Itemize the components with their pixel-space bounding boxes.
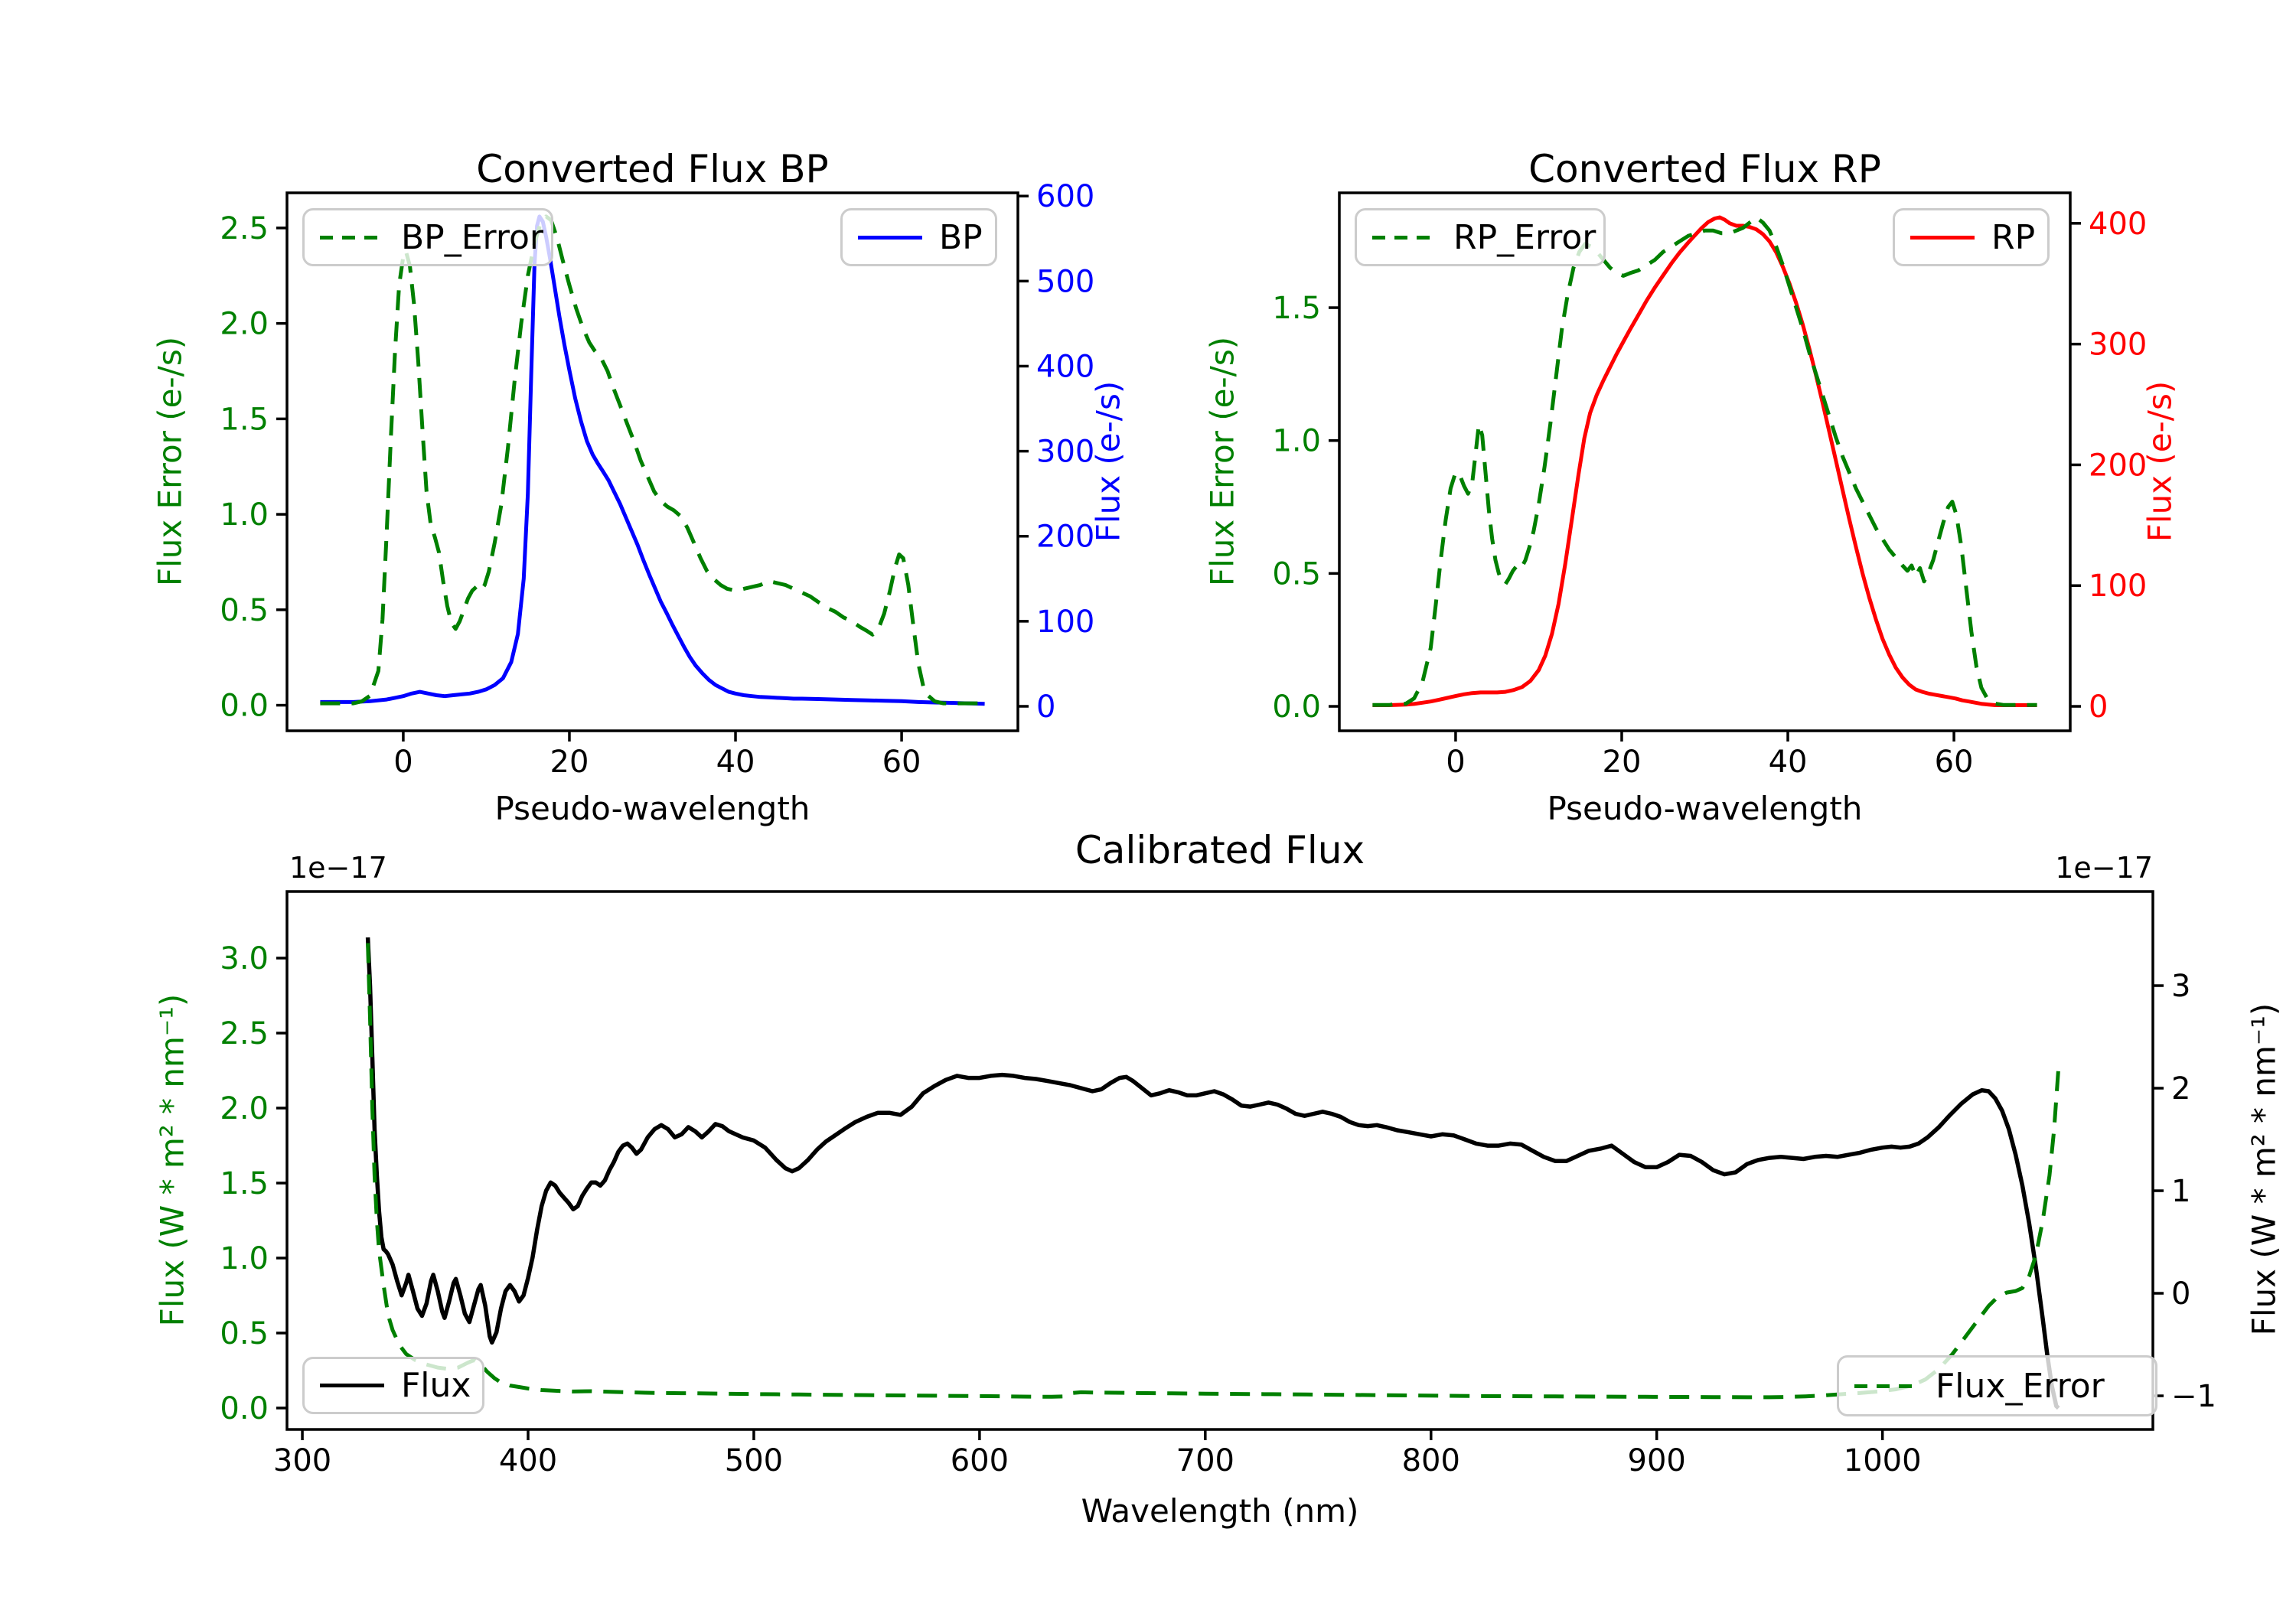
ylabel-rp-flux-error: Flux Error (e-/s) — [1203, 336, 1241, 587]
x-tick-label: 300 — [273, 1443, 331, 1478]
bp-curve — [320, 214, 985, 706]
right-tick-label: 0 — [1036, 689, 1055, 725]
flux-error-legend-line-icon — [1854, 1384, 1919, 1388]
right-tick-label: 3 — [2171, 969, 2190, 1004]
legend-bp-error: BP_Error — [302, 208, 553, 266]
right-tick-label: 600 — [1036, 179, 1094, 214]
x-tick-label: 500 — [725, 1443, 783, 1478]
x-tick-label: 60 — [882, 745, 921, 780]
rp-curve — [1372, 215, 2037, 707]
xlabel-pseudo-wavelength-bp: Pseudo-wavelength — [494, 790, 810, 827]
bp-error-curve — [320, 214, 985, 706]
offset-text-right: 1e−17 — [2055, 851, 2153, 885]
axes-spines — [1338, 191, 2072, 732]
xlabel-wavelength-nm: Wavelength (nm) — [1081, 1492, 1359, 1530]
right-tick-label: 400 — [2089, 207, 2147, 242]
right-tick-label: 200 — [1036, 520, 1094, 555]
x-tick-label: 40 — [1769, 745, 1808, 780]
left-tick-label: 0.5 — [1272, 556, 1321, 592]
x-tick-label: 700 — [1176, 1443, 1234, 1478]
flux-legend-label: Flux — [401, 1366, 471, 1405]
axes-spines — [285, 191, 1019, 732]
bp-legend-label: BP — [939, 217, 983, 257]
bp-error-legend-line-icon — [320, 235, 384, 240]
flux-curve — [365, 937, 2060, 1410]
rp-error-curve — [1372, 215, 2037, 707]
x-tick-label: 900 — [1628, 1443, 1686, 1478]
flux-error-curve — [366, 943, 2061, 1400]
right-tick-label: 2 — [2171, 1071, 2190, 1107]
left-tick-label: 2.0 — [220, 1091, 269, 1126]
chart-converted-flux-bp: 0 20 40 60 0.0 0.5 1.0 1.5 2.0 2.5 0 100 200 300 400 50… — [220, 179, 1094, 780]
x-tick-label: 800 — [1402, 1443, 1460, 1478]
left-tick-label: 2.5 — [220, 211, 269, 246]
rp-legend-line-icon — [1910, 235, 1975, 240]
bp-error-legend-label: BP_Error — [401, 217, 543, 257]
ylabel-calibrated-flux-left: Flux (W * m² * nm⁻¹) — [153, 993, 191, 1327]
left-tick-label: 0.0 — [220, 689, 269, 724]
title-calibrated-flux: Calibrated Flux — [1075, 828, 1365, 872]
rp-legend-label: RP — [1991, 217, 2036, 257]
rp-error-legend-label: RP_Error — [1453, 217, 1596, 257]
left-tick-label: 0.5 — [220, 593, 269, 628]
left-tick-label: 2.5 — [220, 1016, 269, 1051]
xlabel-pseudo-wavelength-rp: Pseudo-wavelength — [1547, 790, 1863, 827]
left-tick-label: 3.0 — [220, 941, 269, 976]
left-tick-label: 1.0 — [1272, 424, 1321, 459]
left-tick-label: 0.0 — [220, 1391, 269, 1426]
right-tick-label: 100 — [2089, 569, 2147, 604]
ylabel-bp-flux-error: Flux Error (e-/s) — [151, 336, 189, 587]
ylabel-rp-flux: Flux (e-/s) — [2141, 380, 2179, 543]
right-tick-label: 400 — [1036, 349, 1094, 384]
flux-legend-line-icon — [320, 1384, 384, 1387]
x-tick-label: 1000 — [1844, 1443, 1922, 1478]
right-tick-label: 100 — [1036, 605, 1094, 640]
x-tick-label: 60 — [1935, 745, 1974, 780]
x-tick-label: 0 — [1446, 745, 1465, 780]
left-tick-label: 1.0 — [220, 1241, 269, 1276]
chart-calibrated-flux: 300 400 500 600 700 800 900 1000 0.0 0.5 1.0 1.5 2.0… — [220, 890, 2216, 1478]
title-converted-flux-rp: Converted Flux RP — [1528, 147, 1881, 191]
bp-legend-line-icon — [858, 235, 922, 240]
right-tick-label: 200 — [2089, 448, 2147, 483]
legend-flux: Flux — [302, 1357, 484, 1414]
x-tick-label: 20 — [1603, 745, 1642, 780]
right-tick-label: 0 — [2171, 1276, 2190, 1312]
legend-bp: BP — [840, 208, 997, 266]
x-tick-label: 600 — [951, 1443, 1009, 1478]
flux-error-legend-label: Flux_Error — [1936, 1366, 2105, 1406]
right-tick-label: 300 — [2089, 328, 2147, 363]
axes-spines — [285, 890, 2154, 1431]
offset-text-left: 1e−17 — [289, 851, 387, 885]
ylabel-calibrated-flux-right: Flux (W * m² * nm⁻¹) — [2245, 1002, 2283, 1336]
legend-rp-error: RP_Error — [1355, 208, 1606, 266]
x-tick-label: 20 — [550, 745, 589, 780]
title-converted-flux-bp: Converted Flux BP — [476, 147, 829, 191]
left-tick-label: 1.0 — [220, 497, 269, 533]
chart-converted-flux-rp: 0 20 40 60 0.0 0.5 1.0 1.5 0 100 200 300 400 — [1272, 191, 2147, 780]
left-tick-label: 1.5 — [220, 1166, 269, 1201]
left-tick-label: 0.5 — [220, 1316, 269, 1351]
right-tick-label: 0 — [2089, 689, 2108, 725]
right-tick-label: 300 — [1036, 435, 1094, 470]
left-tick-label: 1.5 — [1272, 291, 1321, 326]
right-tick-label: 500 — [1036, 264, 1094, 299]
left-tick-label: 2.0 — [220, 307, 269, 342]
left-tick-label: 0.0 — [1272, 689, 1321, 725]
right-tick-label: 1 — [2171, 1174, 2190, 1209]
legend-rp: RP — [1893, 208, 2050, 266]
left-tick-label: 1.5 — [220, 402, 269, 437]
x-tick-label: 400 — [499, 1443, 557, 1478]
legend-flux-error: Flux_Error — [1837, 1355, 2157, 1416]
x-tick-label: 40 — [716, 745, 755, 780]
rp-error-legend-line-icon — [1372, 235, 1437, 240]
ylabel-bp-flux: Flux (e-/s) — [1089, 380, 1127, 543]
x-tick-label: 0 — [393, 745, 413, 780]
right-tick-label: −1 — [2171, 1379, 2216, 1414]
